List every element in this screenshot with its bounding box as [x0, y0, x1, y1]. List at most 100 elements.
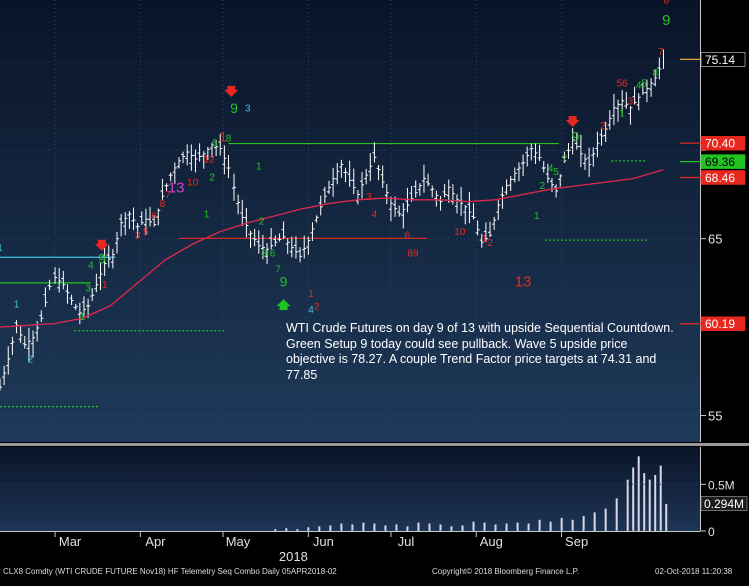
buy-arrow-icon [276, 299, 291, 311]
footer-copyright: Copyright© 2018 Bloomberg Finance L.P. [432, 567, 580, 576]
volume-bar [538, 519, 541, 531]
volume-bar [505, 523, 508, 531]
sequential-count-label: 1 [14, 300, 20, 311]
sequential-count-label: 6 [151, 211, 157, 222]
price-marker-label: 75.14 [705, 53, 735, 67]
volume-bar [549, 521, 552, 531]
price-marker-label: 68.46 [705, 171, 735, 185]
chart-annotation: WTI Crude Futures on day 9 of 13 with up… [286, 321, 674, 382]
volume-bar [571, 519, 574, 531]
sequential-count-label: 1 [219, 128, 227, 144]
volume-bar [362, 522, 365, 531]
volume-bar [632, 467, 635, 531]
moving-average [0, 169, 664, 328]
volume-bar [318, 526, 321, 531]
volume-bar [659, 465, 662, 531]
volume-bar [582, 516, 585, 531]
volume-bar [450, 526, 453, 531]
sequential-count-label: 13 [515, 273, 532, 290]
sequential-count-label: 5 [212, 139, 218, 150]
volume-bar [626, 479, 629, 531]
volume-bar [643, 473, 646, 531]
volume-bar [527, 523, 530, 531]
sequential-count-label: 9 [230, 100, 238, 116]
sequential-count-label: 1 [256, 162, 262, 173]
sequential-count-label: 1 [482, 234, 488, 245]
sequential-labels: 1121349135687131012125189312367942134689… [0, 0, 670, 365]
sequential-count-label: 4 [88, 261, 94, 272]
price-marker-badge [700, 170, 746, 185]
volume-last-label: 0.294M [704, 497, 744, 511]
volume-bar [428, 523, 431, 531]
price-marker-badge [700, 52, 746, 67]
volume-bars [274, 456, 668, 531]
sequential-count-label: 9 [280, 273, 288, 289]
volume-bar [329, 525, 332, 531]
month-label: Sep [565, 534, 588, 549]
sequential-count-label: 9 [98, 250, 106, 266]
sequential-count-label: 1 [308, 289, 314, 300]
sequential-count-label: 1 [102, 280, 108, 291]
sequential-count-label: 5 [641, 79, 647, 90]
price-tick-label: 55 [708, 408, 722, 423]
volume-bar [494, 524, 497, 531]
sequential-count-label: 2 [28, 354, 34, 365]
sequential-count-label: 2 [314, 301, 320, 312]
price-axis: 55 65 75.14 70.40 69.36 68.46 60.19 [680, 52, 746, 423]
sequential-count-label: 3 [135, 231, 141, 242]
price-marker-badge [700, 135, 746, 151]
volume-bar [285, 528, 288, 531]
footer-timestamp: 02-Oct-2018 11:20:38 [655, 567, 733, 576]
sequential-count-label: 8 [652, 68, 658, 79]
month-label: May [226, 534, 251, 549]
sequential-count-label: 2 [209, 172, 215, 183]
sequential-count-label: 12 [204, 155, 216, 166]
sequential-count-label: 6 [405, 231, 411, 242]
footer-security: CLX8 Comdty (WTI CRUDE FUTURE Nov18) HF … [3, 567, 337, 576]
price-marker-badge [700, 316, 746, 331]
volume-bar [604, 508, 607, 531]
sell-arrow-icon [565, 115, 580, 127]
sequential-count-label: 8 [226, 133, 232, 144]
volume-bar [307, 527, 310, 531]
sequential-count-label: 7 [275, 264, 281, 275]
sequential-count-label: 7 [658, 47, 664, 58]
sequential-count-label: 1 [619, 109, 625, 120]
month-label: Aug [480, 534, 503, 549]
time-axis: Mar Apr May Jun Jul Aug Sep 2018 [0, 531, 700, 564]
volume-bar [637, 456, 640, 531]
volume-tick-label: 0.5M [708, 478, 735, 492]
sequential-count-label: 3 [245, 103, 251, 114]
sequential-count-label: 3 [262, 248, 268, 259]
volume-bar [461, 525, 464, 531]
sequential-count-label: 7 [165, 190, 171, 201]
sequential-count-label: 5 [143, 227, 149, 238]
level-lines [0, 142, 647, 408]
sequential-count-label: 10 [187, 178, 199, 189]
sequential-count-label: 6 [270, 248, 276, 259]
volume-bar [274, 529, 277, 531]
volume-bar [648, 479, 651, 531]
sell-arrow-icon [224, 85, 239, 97]
sequential-count-label: 4 [372, 209, 378, 220]
month-label: Mar [59, 534, 82, 549]
sequential-count-label: 5 [553, 167, 559, 178]
sequential-count-label: 8 [663, 0, 669, 7]
signal-arrows [94, 85, 580, 311]
sequential-count-label: 2 [487, 238, 493, 249]
sequential-count-label: 4 [636, 80, 642, 91]
volume-bar [351, 524, 354, 531]
volume-tick-label: 0 [708, 525, 715, 539]
sequential-count-label: 10 [454, 227, 466, 238]
month-label: Jun [313, 534, 334, 549]
volume-bar [373, 523, 376, 531]
sequential-count-label: 89 [407, 248, 419, 259]
sequential-count-label: 4 [308, 305, 314, 316]
volume-bar [593, 512, 596, 531]
sequential-count-label: 1 [0, 243, 3, 254]
sequential-count-label: 13 [168, 180, 185, 197]
volume-last-badge [700, 496, 748, 511]
price-tick-label: 65 [708, 232, 722, 247]
month-label: Apr [145, 534, 166, 549]
